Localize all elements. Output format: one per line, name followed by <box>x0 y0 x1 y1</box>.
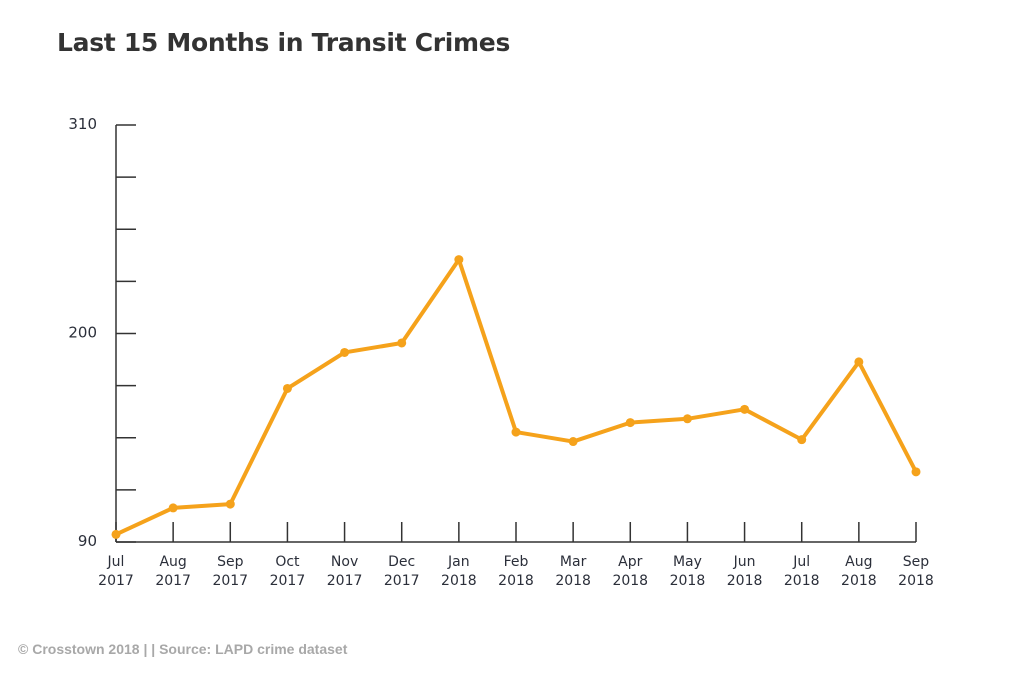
x-tick-label: Dec 2017 <box>384 554 420 589</box>
x-tick-month: Jan <box>447 554 470 570</box>
x-tick-label: May 2018 <box>670 554 706 589</box>
x-tick-label: Aug 2017 <box>155 554 191 589</box>
data-point <box>797 435 807 445</box>
x-tick-year: 2017 <box>212 573 248 589</box>
x-tick-month: Feb <box>504 554 529 570</box>
x-tick-month: Aug <box>159 554 186 570</box>
x-tick-year: 2018 <box>841 573 877 589</box>
data-point <box>282 383 292 393</box>
series-line <box>114 257 918 537</box>
data-points <box>111 255 921 539</box>
x-tick-year: 2018 <box>441 573 477 589</box>
y-tick-labels: 310 200 90 <box>68 115 97 550</box>
x-tick-label: Jun 2018 <box>727 554 763 589</box>
x-tick-month: Jun <box>733 554 756 570</box>
x-tick-year: 2018 <box>612 573 648 589</box>
x-tick-year: 2017 <box>384 573 420 589</box>
x-tick-month: May <box>673 554 702 570</box>
data-point <box>911 467 921 477</box>
x-tick-label: Sep 2017 <box>212 554 248 589</box>
x-tick-year: 2017 <box>270 573 306 589</box>
x-tick-label: Feb 2018 <box>498 554 534 589</box>
x-tick-year: 2018 <box>555 573 591 589</box>
data-point <box>168 503 178 513</box>
x-tick-year: 2018 <box>898 573 934 589</box>
x-tick-month: Sep <box>217 554 244 570</box>
data-point <box>340 347 350 357</box>
x-tick-label: Nov 2017 <box>327 554 363 589</box>
x-tick-year: 2017 <box>98 573 134 589</box>
x-tick-month: Jul <box>792 554 810 570</box>
x-tick-month: Dec <box>388 554 415 570</box>
source-credit: © Crosstown 2018 | | Source: LAPD crime … <box>18 641 348 657</box>
y-tick-label: 200 <box>68 324 97 342</box>
data-point <box>682 414 692 424</box>
x-tick-month: Sep <box>903 554 930 570</box>
y-tick-label: 310 <box>68 115 97 133</box>
x-tick-year: 2018 <box>498 573 534 589</box>
data-point <box>568 437 578 447</box>
x-tick-month: Apr <box>618 554 642 570</box>
x-tick-label: Jul 2017 <box>98 554 134 589</box>
data-point <box>111 529 121 539</box>
x-tick-year: 2017 <box>155 573 191 589</box>
x-tick-labels: Jul 2017 Aug 2017 Sep 2017 Oct 2017 Nov 2017 Dec 20… <box>98 554 934 589</box>
x-tick-month: Oct <box>275 554 300 570</box>
x-tick-year: 2017 <box>327 573 363 589</box>
x-tick-label: Mar 2018 <box>555 554 591 589</box>
data-point <box>454 255 464 265</box>
y-tick-label: 90 <box>78 532 97 550</box>
x-tick-month: Nov <box>331 554 358 570</box>
x-tick-label: Aug 2018 <box>841 554 877 589</box>
x-tick-label: Oct 2017 <box>270 554 306 589</box>
x-tick-year: 2018 <box>784 573 820 589</box>
axes <box>115 124 917 543</box>
x-tick-month: Jul <box>107 554 125 570</box>
data-point <box>854 357 864 367</box>
x-tick-label: Jan 2018 <box>441 554 477 589</box>
data-point <box>511 427 521 437</box>
x-tick-month: Mar <box>560 554 587 570</box>
x-tick-label: Jul 2018 <box>784 554 820 589</box>
data-point <box>625 418 635 428</box>
x-tick-year: 2018 <box>727 573 763 589</box>
x-tick-year: 2018 <box>670 573 706 589</box>
x-tick-label: Sep 2018 <box>898 554 934 589</box>
data-point <box>740 404 750 414</box>
chart-title: Last 15 Months in Transit Crimes <box>57 28 511 57</box>
data-point <box>225 499 235 509</box>
x-tick-label: Apr 2018 <box>612 554 648 589</box>
x-tick-month: Aug <box>845 554 872 570</box>
data-point <box>397 338 407 348</box>
